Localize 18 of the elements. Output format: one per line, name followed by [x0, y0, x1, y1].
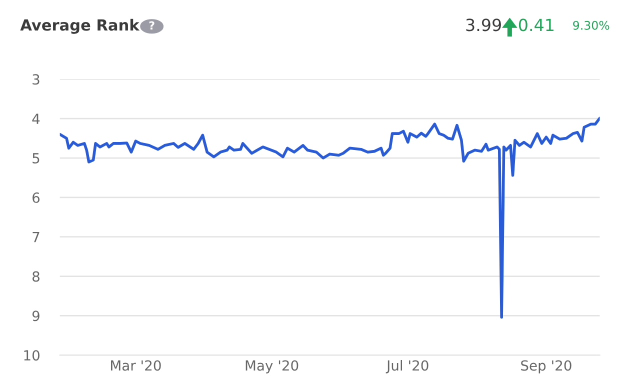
x-tick-label: Mar '20	[111, 360, 161, 371]
x-tick-label: Jul '20	[386, 360, 428, 374]
y-tick-label: 3	[32, 74, 40, 85]
text: 9.30%	[573, 20, 610, 30]
y-tick-label: 9	[32, 310, 40, 322]
text: 3.99	[466, 18, 501, 32]
chart-title: Average Rank	[20, 18, 140, 34]
y-tick-label: 10	[24, 350, 40, 361]
y-tick-label: 7	[32, 232, 40, 242]
y-tick-label: 5	[32, 153, 40, 164]
text: 0.41	[518, 18, 554, 32]
y-tick-label: 6	[32, 192, 40, 203]
y-tick-label: 4	[32, 114, 40, 124]
x-tick-label: May '20	[246, 360, 298, 374]
text: ?	[149, 21, 154, 30]
line-series	[60, 116, 600, 319]
y-tick-label: 8	[32, 271, 40, 282]
x-tick-label: Sep '20	[521, 360, 572, 374]
